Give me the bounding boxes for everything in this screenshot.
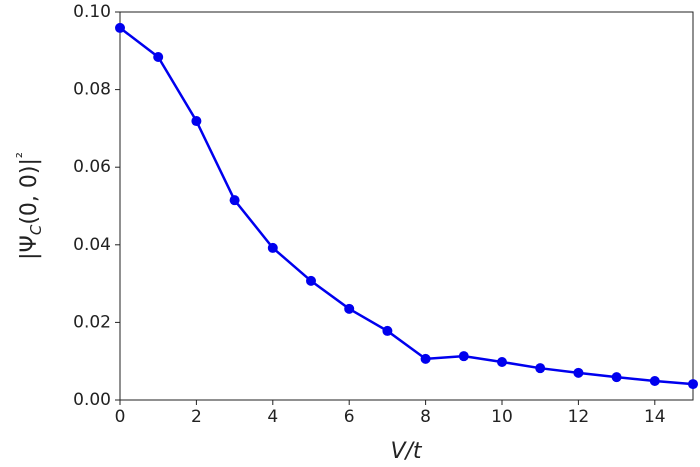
data-point — [497, 356, 507, 367]
y-tick-label: 0.06 — [73, 157, 111, 177]
data-point — [382, 325, 393, 336]
x-tick-label: 12 — [568, 407, 590, 427]
x-tick-label: 4 — [267, 407, 278, 427]
data-point — [535, 363, 546, 374]
x-tick-label: 6 — [344, 407, 355, 427]
y-tick-label: 0.02 — [73, 312, 111, 332]
data-point — [344, 303, 355, 314]
data-point — [306, 275, 316, 286]
x-tick-label: 8 — [420, 407, 431, 427]
data-point — [267, 242, 278, 253]
y-tick-label: 0.00 — [73, 390, 111, 410]
data-point — [688, 379, 698, 390]
data-point — [115, 22, 125, 33]
x-tick-label: 2 — [191, 407, 202, 427]
data-point — [153, 52, 164, 63]
data-line — [119, 26, 694, 386]
y-tick-label: 0.08 — [73, 80, 111, 100]
data-point — [458, 351, 469, 362]
y-axis-label: |ΨC(0, 0)|² — [13, 152, 45, 260]
x-tick-label: 10 — [491, 407, 513, 427]
y-tick-label: 0.04 — [73, 235, 111, 255]
plot-frame — [119, 11, 694, 401]
data-point — [649, 375, 660, 386]
x-axis-label: V/t — [390, 439, 422, 464]
data-point — [229, 195, 240, 206]
y-tick-label: 0.10 — [73, 2, 111, 22]
x-tick-label: 14 — [644, 407, 666, 427]
data-point — [420, 353, 431, 364]
data-point — [573, 367, 584, 378]
x-tick-label: 0 — [115, 407, 126, 427]
data-point — [191, 116, 202, 127]
data-point — [611, 372, 622, 383]
